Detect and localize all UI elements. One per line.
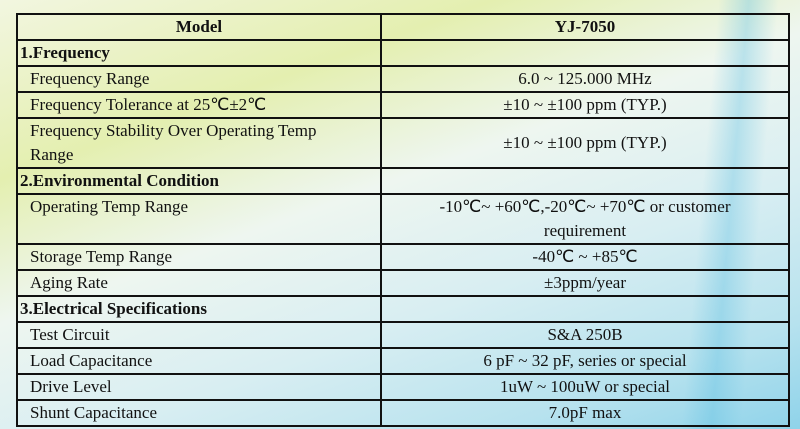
row-label: Frequency Tolerance at 25℃±2℃ xyxy=(16,91,382,119)
section-title: 3.Electrical Specifications xyxy=(16,295,382,323)
row-label: Storage Temp Range xyxy=(16,243,382,271)
row-label: Test Circuit xyxy=(16,321,382,349)
section-row: 1.Frequency xyxy=(16,39,790,67)
row-label: Frequency Stability Over Operating Temp … xyxy=(16,117,382,169)
section-row: 2.Environmental Condition xyxy=(16,167,790,195)
row-value: -40℃ ~ +85℃ xyxy=(380,243,790,271)
row-value: 6 pF ~ 32 pF, series or special xyxy=(380,347,790,375)
row-value: 1uW ~ 100uW or special xyxy=(380,373,790,401)
table-row: Test Circuit S&A 250B xyxy=(16,321,790,349)
header-model-value: YJ-7050 xyxy=(380,13,790,41)
table-row: Drive Level 1uW ~ 100uW or special xyxy=(16,373,790,401)
row-label: Load Capacitance xyxy=(16,347,382,375)
row-value: ±3ppm/year xyxy=(380,269,790,297)
table-row: Frequency Tolerance at 25℃±2℃ ±10 ~ ±100 … xyxy=(16,91,790,119)
row-value: 6.0 ~ 125.000 MHz xyxy=(380,65,790,93)
header-model: Model xyxy=(16,13,382,41)
table-row: Operating Temp Range -10℃~ +60℃,-20℃~ +70… xyxy=(16,193,790,245)
row-label: Operating Temp Range xyxy=(16,193,382,245)
row-label: Shunt Capacitance xyxy=(16,399,382,427)
row-label: Frequency Range xyxy=(16,65,382,93)
section-row: 3.Electrical Specifications xyxy=(16,295,790,323)
table-row: Storage Temp Range -40℃ ~ +85℃ xyxy=(16,243,790,271)
table-row: Shunt Capacitance 7.0pF max xyxy=(16,399,790,427)
row-value: -10℃~ +60℃,-20℃~ +70℃ or customer requir… xyxy=(380,193,790,245)
row-label: Drive Level xyxy=(16,373,382,401)
row-label: Aging Rate xyxy=(16,269,382,297)
section-title: 2.Environmental Condition xyxy=(16,167,382,195)
table-row: Frequency Stability Over Operating Temp … xyxy=(16,117,790,169)
section-title: 1.Frequency xyxy=(16,39,382,67)
table-row: Load Capacitance 6 pF ~ 32 pF, series or … xyxy=(16,347,790,375)
row-value: S&A 250B xyxy=(380,321,790,349)
row-value: 7.0pF max xyxy=(380,399,790,427)
header-row: Model YJ-7050 xyxy=(16,13,790,41)
row-value: ±10 ~ ±100 ppm (TYP.) xyxy=(380,91,790,119)
table-row: Aging Rate ±3ppm/year xyxy=(16,269,790,297)
table-row: Frequency Range 6.0 ~ 125.000 MHz xyxy=(16,65,790,93)
row-value: ±10 ~ ±100 ppm (TYP.) xyxy=(380,117,790,169)
spec-table: Model YJ-7050 1.Frequency Frequency Rang… xyxy=(16,13,790,427)
